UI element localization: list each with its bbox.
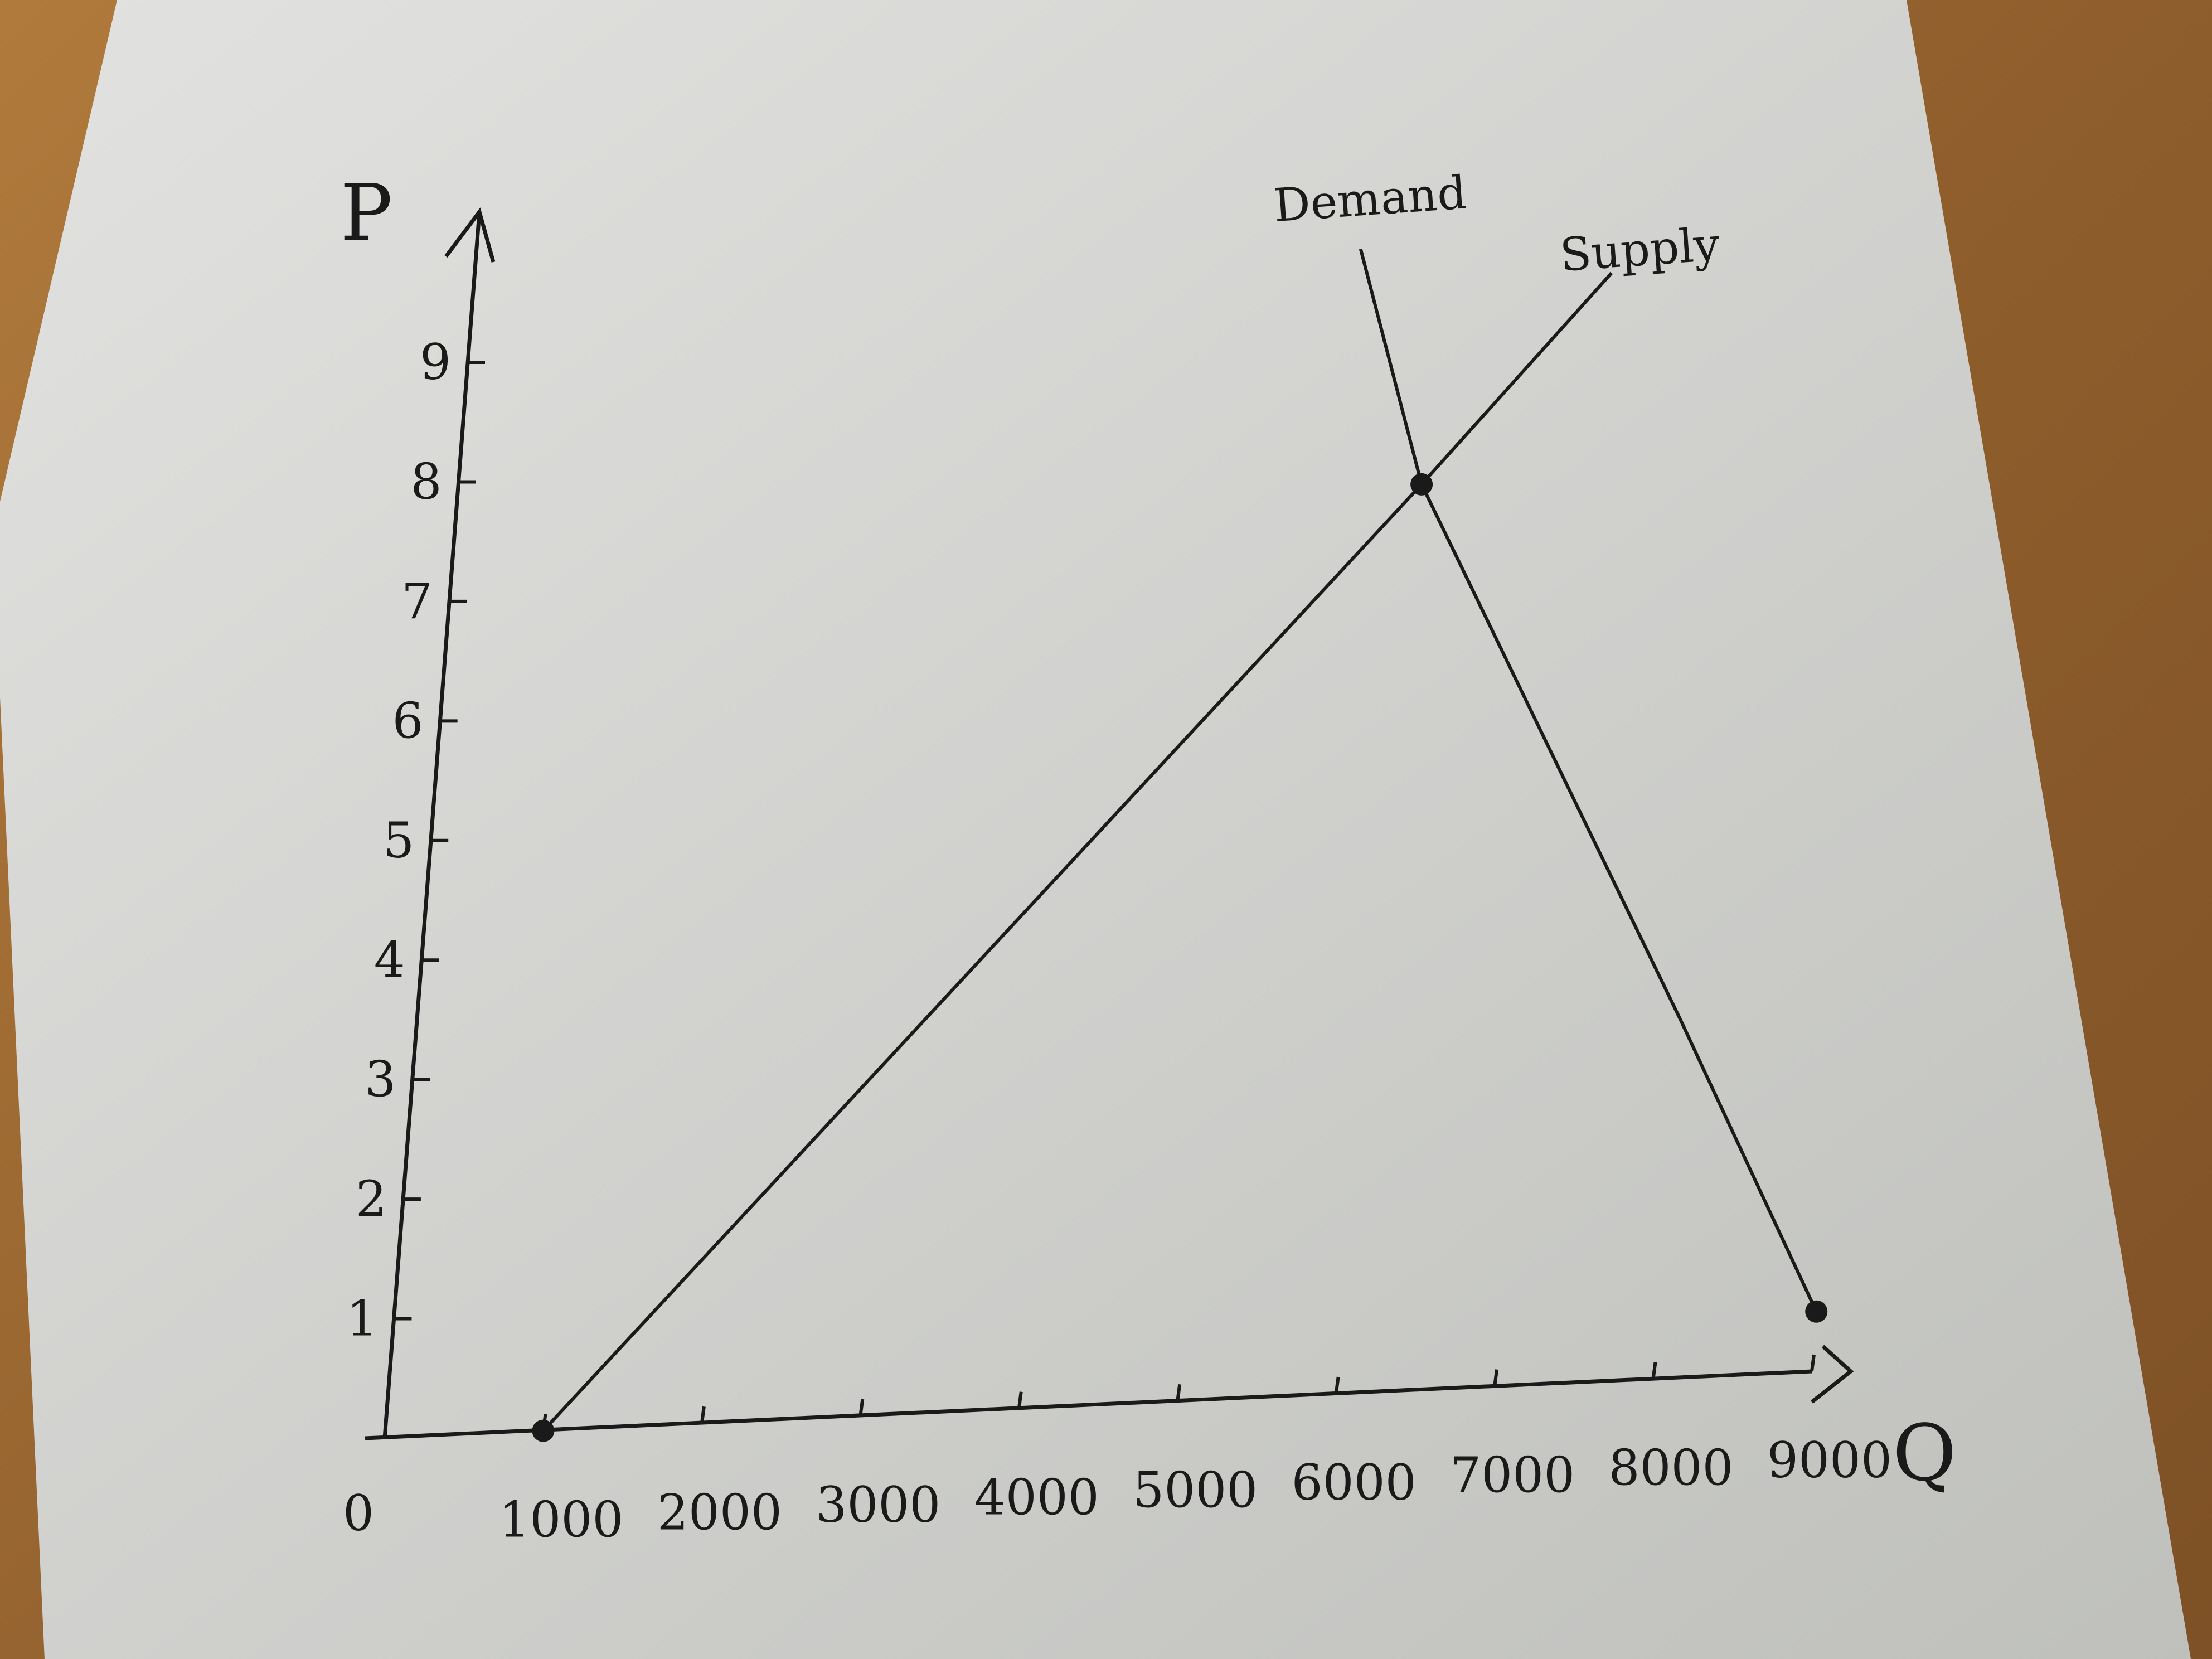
x-tick-mark: [700, 1406, 706, 1424]
data-point: [1410, 473, 1433, 496]
x-tick-mark: [858, 1399, 865, 1417]
series-line-demand: [1359, 248, 1818, 1313]
x-tick-label: 3000: [816, 1476, 940, 1534]
x-tick-label: 6000: [1292, 1454, 1417, 1511]
axes: P Q 0: [340, 168, 1957, 1542]
x-tick-mark: [1493, 1369, 1499, 1387]
y-tick-label: 1: [346, 1290, 377, 1347]
data-point: [1805, 1300, 1828, 1323]
x-tick-label: 7000: [1450, 1447, 1575, 1504]
x-tick-mark: [1810, 1354, 1816, 1372]
y-axis-line: [382, 211, 482, 1439]
series-group: Demand Supply: [542, 166, 1818, 1432]
x-ticks: 1000 2000 3000 4000 5000 6000 7000 8000 9000: [498, 1354, 1892, 1549]
x-tick-mark: [1651, 1361, 1657, 1379]
data-point: [532, 1419, 555, 1442]
series-label-supply: Supply: [1558, 218, 1721, 282]
x-tick-mark: [1017, 1391, 1023, 1409]
x-axis-title: Q: [1893, 1408, 1957, 1499]
y-axis-arrow: [444, 207, 496, 263]
x-tick-label: 1000: [498, 1491, 623, 1549]
series-line-supply: [542, 271, 1613, 1432]
x-tick-mark: [1176, 1384, 1182, 1401]
x-tick-label: 4000: [974, 1469, 1099, 1526]
x-axis-line: [365, 1369, 1812, 1440]
y-axis-title: P: [340, 168, 392, 259]
y-tick-label: 9: [420, 333, 451, 391]
x-tick-label: 8000: [1609, 1439, 1734, 1496]
y-tick-label: 3: [365, 1051, 396, 1108]
points-group: [532, 473, 1828, 1442]
x-tick-label: 2000: [657, 1483, 782, 1541]
y-tick-label: 2: [356, 1170, 387, 1228]
y-tick-label: 7: [401, 573, 433, 630]
y-tick-label: 6: [392, 692, 424, 749]
origin-label: 0: [343, 1485, 374, 1542]
y-tick-label: 4: [374, 931, 405, 988]
y-ticks: 1 2 3 4 5 6 7 8 9: [346, 333, 485, 1347]
x-tick-mark: [1334, 1376, 1340, 1394]
y-tick-label: 5: [383, 812, 414, 869]
x-tick-label: 9000: [1767, 1432, 1892, 1489]
x-tick-label: 5000: [1133, 1461, 1258, 1519]
series-label-demand: Demand: [1272, 166, 1468, 232]
x-axis-arrow: [1810, 1345, 1854, 1404]
y-tick-label: 8: [411, 453, 442, 510]
